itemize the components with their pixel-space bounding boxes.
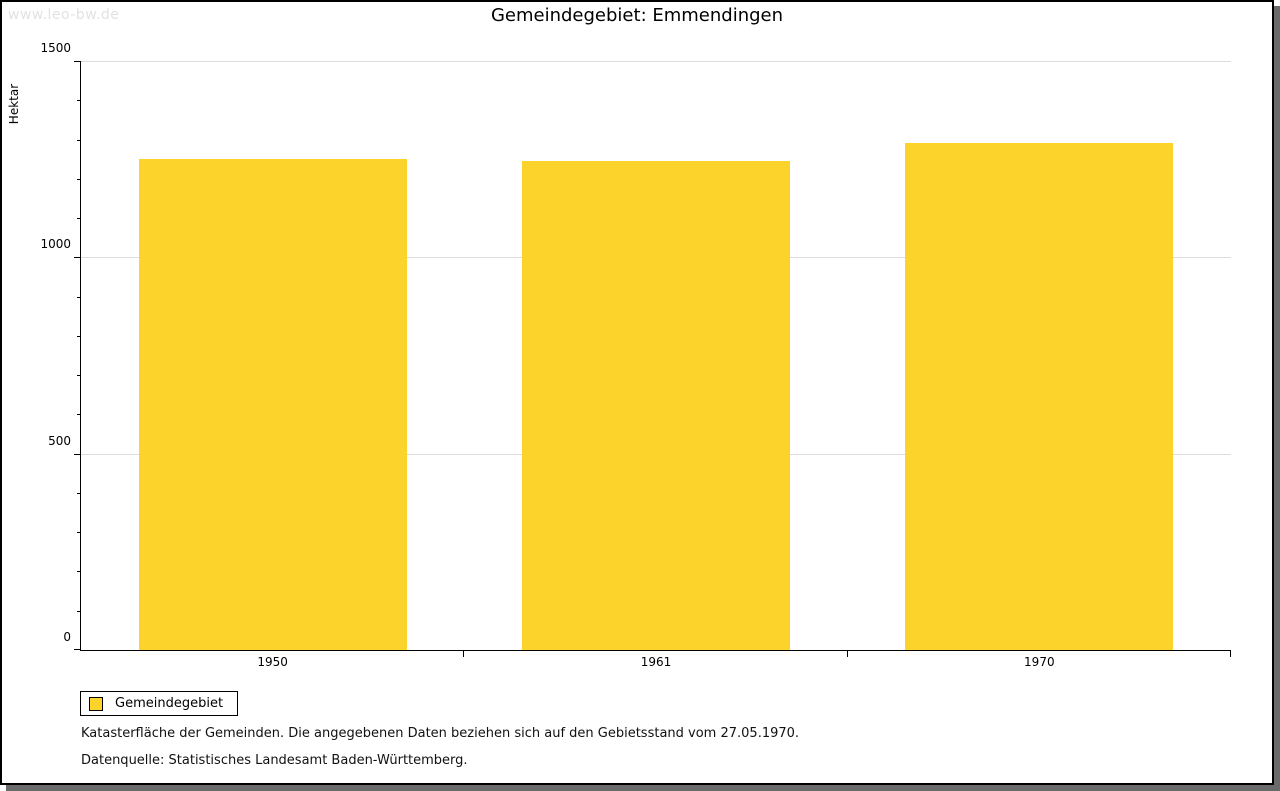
x-boundary-tick-1 xyxy=(463,651,464,657)
y-minor-tick-300 xyxy=(77,532,81,534)
y-minor-tick-1400 xyxy=(77,100,81,102)
y-minor-tick-200 xyxy=(77,571,81,573)
gridline-1500 xyxy=(81,61,1231,62)
y-minor-tick-900 xyxy=(77,296,81,298)
chart-caption: Katasterfläche der Gemeinden. Die angege… xyxy=(81,726,800,741)
y-tick-label-1000: 1000 xyxy=(40,237,71,252)
y-tick-label-0: 0 xyxy=(63,630,71,644)
y-minor-tick-100 xyxy=(77,610,81,612)
bar-1970 xyxy=(905,142,1174,650)
x-tick-label-1950: 1950 xyxy=(257,655,288,669)
y-minor-tick-700 xyxy=(77,375,81,377)
y-tick-0 xyxy=(74,649,81,650)
y-tick-label-1500: 1500 xyxy=(40,41,71,55)
y-tick-1500 xyxy=(74,61,81,62)
legend-label: Gemeindegebiet xyxy=(115,696,224,711)
x-boundary-tick-2 xyxy=(847,651,848,657)
plot-area: 0 500 1000 1500 1950 1961 1970 xyxy=(40,41,1231,669)
y-minor-tick-800 xyxy=(77,335,81,337)
x-tick-label-1961: 1961 xyxy=(640,655,672,669)
watermark: www.leo-bw.de xyxy=(8,7,120,23)
y-minor-tick-1300 xyxy=(77,139,81,141)
y-axis-label: Hektar xyxy=(7,83,21,125)
y-tick-1000 xyxy=(74,257,81,259)
bar-1950 xyxy=(138,158,407,650)
legend-color-swatch xyxy=(89,696,103,711)
chart-title: Gemeindegebiet: Emmendingen xyxy=(490,5,784,26)
legend: Gemeindegebiet xyxy=(80,691,239,716)
bar-1961 xyxy=(521,160,791,650)
y-minor-tick-1200 xyxy=(77,178,81,180)
x-tick-label-1970: 1970 xyxy=(1024,655,1055,669)
y-tick-label-500: 500 xyxy=(48,433,71,448)
y-minor-tick-400 xyxy=(77,492,81,494)
y-tick-500 xyxy=(74,453,81,455)
y-minor-tick-600 xyxy=(77,414,81,416)
x-boundary-tick-3 xyxy=(1230,651,1231,657)
data-source: Datenquelle: Statistisches Landesamt Bad… xyxy=(81,753,468,768)
y-minor-tick-1100 xyxy=(77,218,81,220)
